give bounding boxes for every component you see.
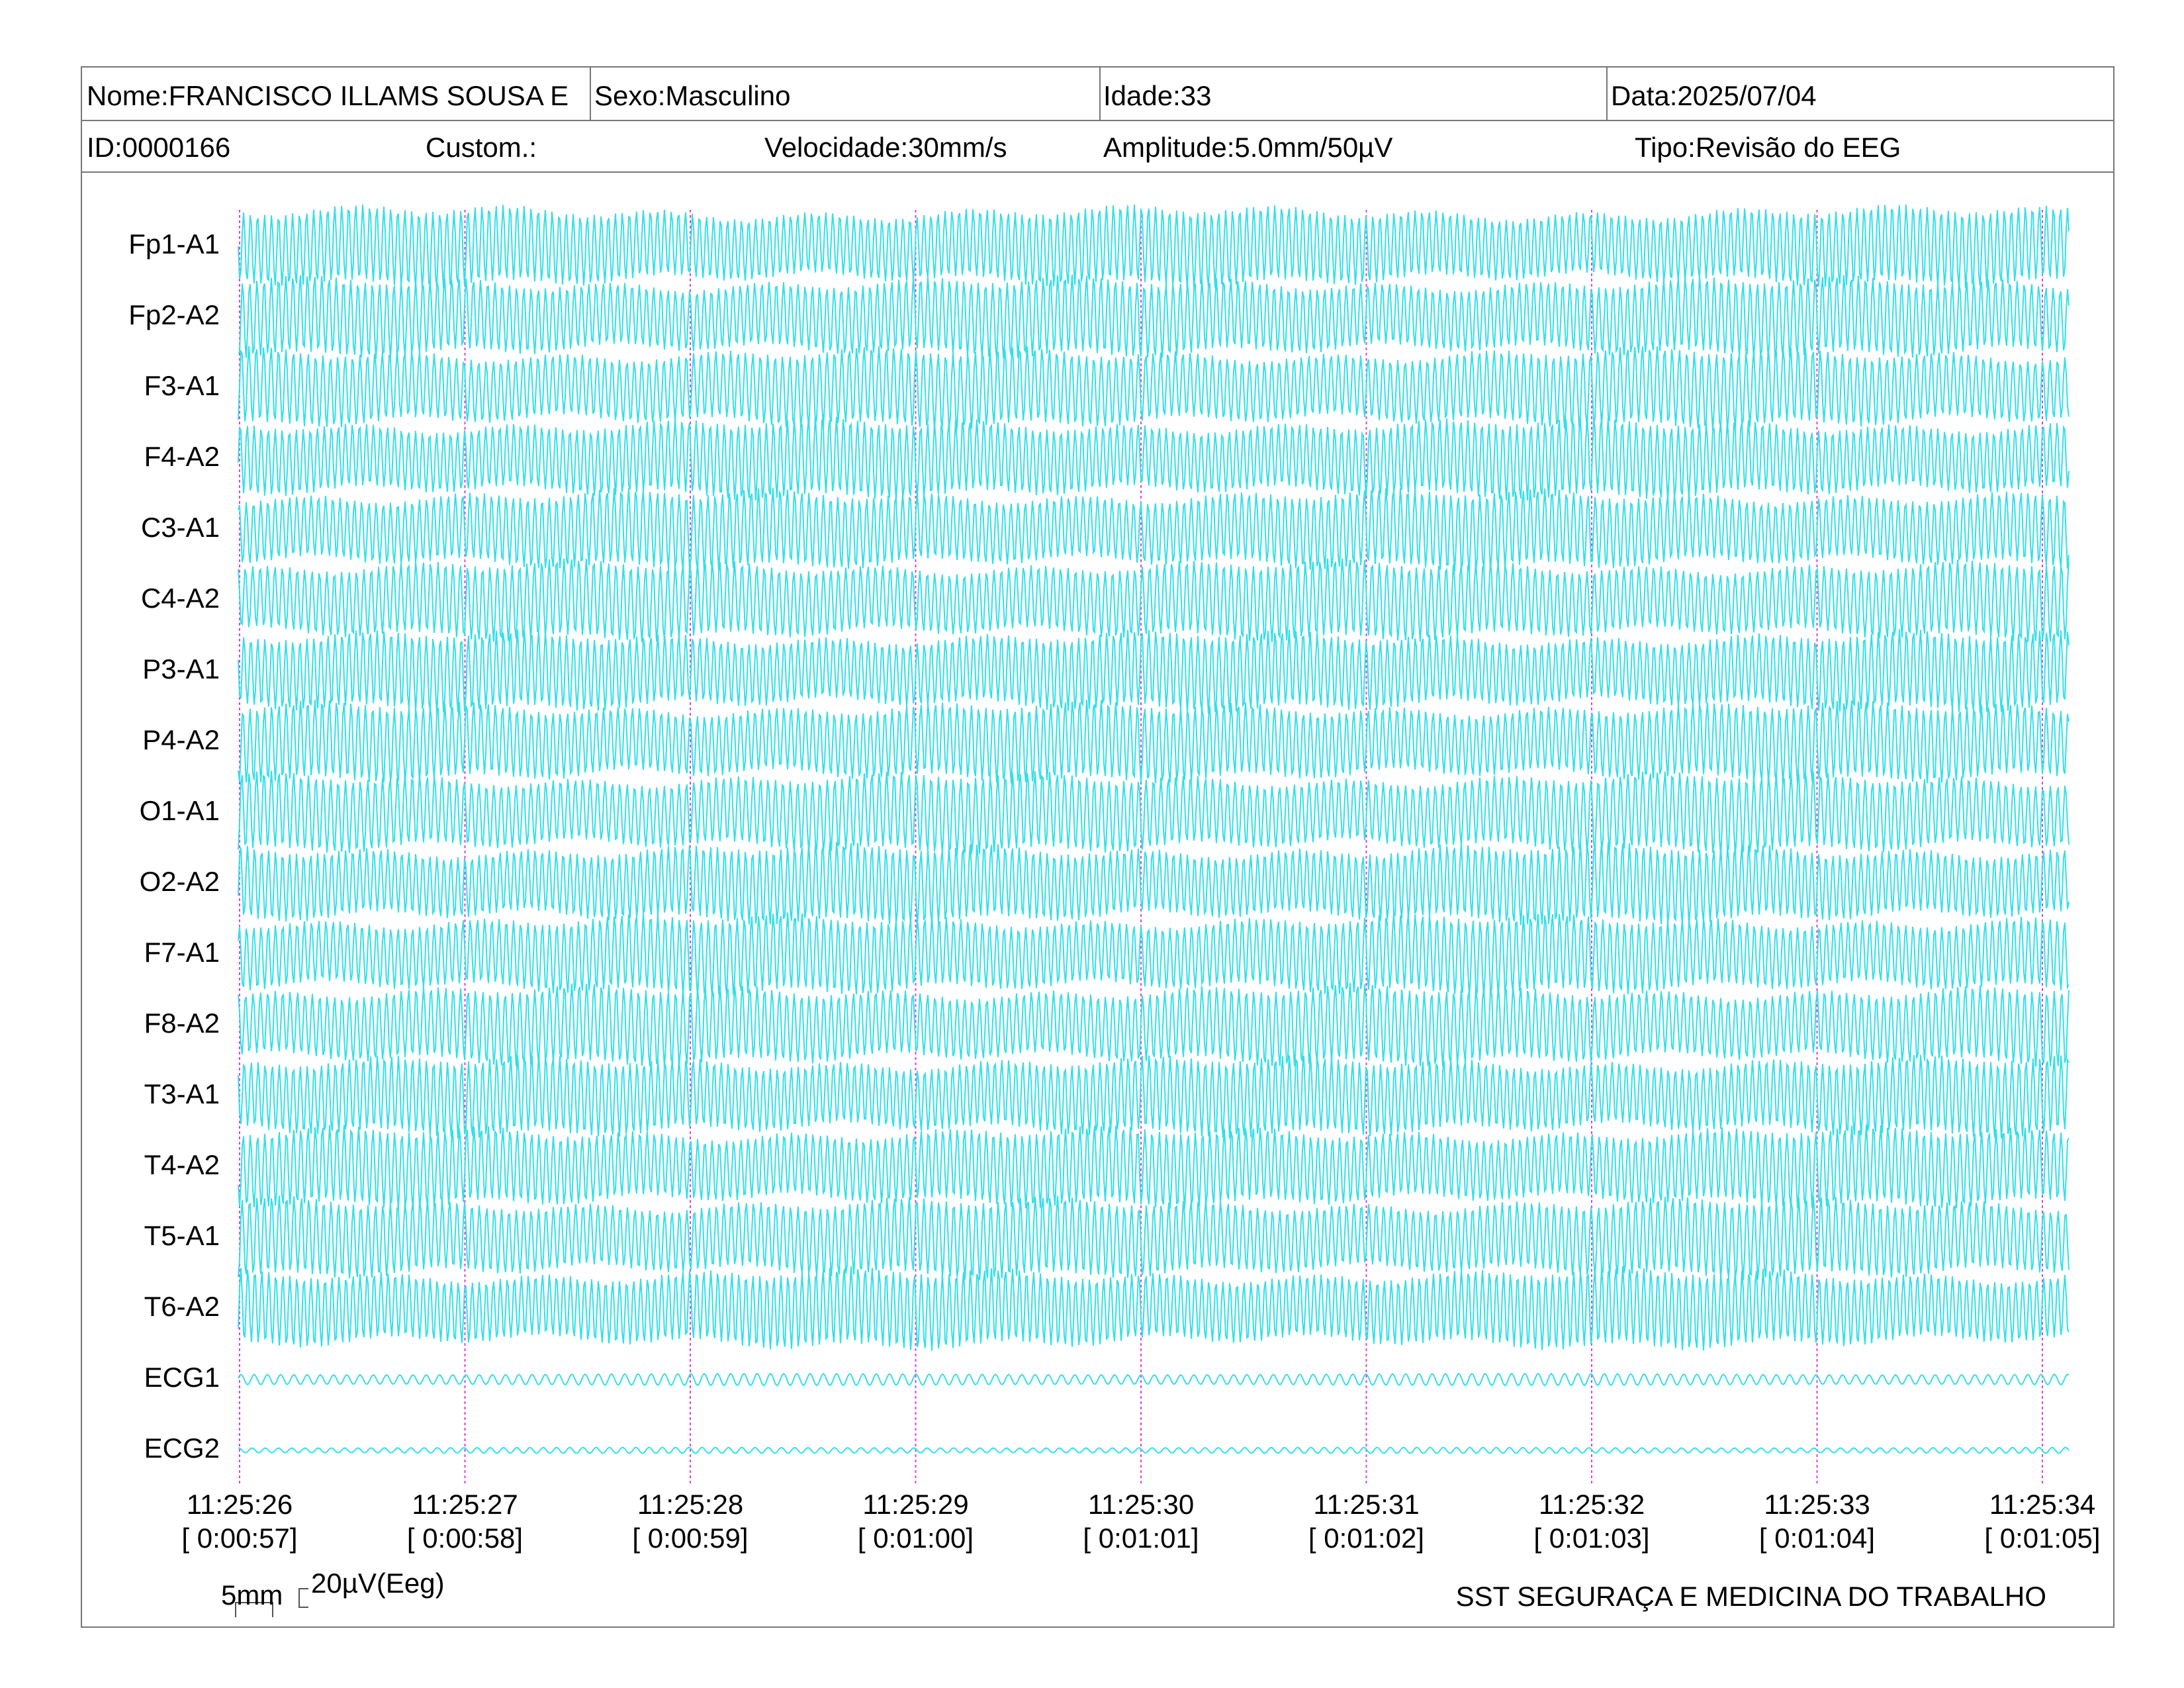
eeg-trace — [238, 841, 2070, 925]
channel-label: ECG1 — [144, 1362, 220, 1393]
scale-time: 5mm — [221, 1579, 283, 1611]
eeg-trace — [238, 558, 2070, 643]
exam-date: Data:2025/07/04 — [1611, 80, 1817, 111]
eeg-trace — [238, 699, 2070, 784]
time-label: 11:25:32 — [1539, 1489, 1645, 1520]
channel-label: C4-A2 — [141, 583, 220, 614]
eeg-trace — [238, 1054, 2070, 1139]
channel-label: T5-A1 — [144, 1220, 220, 1251]
elapsed-label: [ 0:00:57] — [181, 1523, 297, 1554]
channel-label: P4-A2 — [142, 724, 220, 755]
time-label: 11:25:26 — [187, 1489, 293, 1520]
eeg-trace — [238, 346, 2070, 430]
eeg-trace — [238, 1372, 2070, 1387]
time-label: 11:25:31 — [1313, 1489, 1419, 1520]
amplitude: Amplitude:5.0mm/50µV — [1103, 132, 1392, 163]
eeg-trace — [238, 204, 2070, 289]
channel-label: F4-A2 — [144, 441, 220, 472]
time-label: 11:25:29 — [862, 1489, 968, 1520]
company: SST SEGURAÇA E MEDICINA DO TRABALHO — [1456, 1581, 2046, 1612]
channel-label: O2-A2 — [140, 866, 220, 897]
time-label: 11:25:28 — [637, 1489, 743, 1520]
eeg-trace — [238, 771, 2070, 855]
eeg-trace — [238, 416, 2070, 501]
channel-label: Fp1-A1 — [128, 228, 220, 259]
eeg-trace — [238, 488, 2070, 572]
channel-label: Fp2-A2 — [128, 299, 220, 330]
elapsed-label: [ 0:01:02] — [1308, 1523, 1424, 1554]
patient-sex: Sexo:Masculino — [594, 80, 790, 111]
eeg-trace — [238, 1266, 2070, 1351]
elapsed-label: [ 0:00:58] — [407, 1523, 523, 1554]
scale-bar-time — [235, 1602, 273, 1617]
patient-id: ID:0000166 — [87, 132, 230, 163]
channel-label: ECG2 — [144, 1432, 220, 1464]
elapsed-label: [ 0:01:00] — [858, 1523, 974, 1554]
custom: Custom.: — [426, 132, 537, 163]
time-label: 11:25:34 — [1989, 1489, 2095, 1520]
channel-label: F7-A1 — [144, 937, 220, 968]
eeg-trace — [238, 982, 2070, 1068]
eeg-trace — [238, 274, 2070, 359]
elapsed-label: [ 0:00:59] — [632, 1523, 748, 1554]
channel-label: F8-A2 — [144, 1008, 220, 1039]
elapsed-label: [ 0:01:03] — [1533, 1523, 1649, 1554]
channel-label: T3-A1 — [144, 1078, 220, 1109]
patient-name: Nome:FRANCISCO ILLAMS SOUSA E — [87, 80, 569, 111]
channel-label: T4-A2 — [144, 1149, 220, 1180]
speed: Velocidade:30mm/s — [764, 132, 1007, 163]
time-label: 11:25:30 — [1088, 1489, 1194, 1520]
channel-label: F3-A1 — [144, 370, 220, 401]
elapsed-label: [ 0:01:05] — [1984, 1523, 2100, 1554]
eeg-trace — [238, 1196, 2070, 1281]
elapsed-label: [ 0:01:01] — [1083, 1523, 1199, 1554]
eeg-trace — [238, 1124, 2070, 1209]
time-label: 11:25:33 — [1764, 1489, 1870, 1520]
exam-type: Tipo:Revisão do EEG — [1635, 132, 1901, 163]
eeg-trace — [238, 1446, 2070, 1454]
channel-label: O1-A1 — [140, 795, 220, 826]
elapsed-label: [ 0:01:04] — [1759, 1523, 1875, 1554]
traces — [238, 204, 2070, 1484]
scale-bar-amp — [298, 1588, 308, 1608]
time-label: 11:25:27 — [412, 1489, 518, 1520]
eeg-trace — [238, 912, 2070, 998]
channel-label: T6-A2 — [144, 1291, 220, 1322]
channel-label: C3-A1 — [141, 512, 220, 543]
channel-label: P3-A1 — [142, 653, 220, 684]
patient-age: Idade:33 — [1103, 80, 1212, 111]
scale-amp: 20µV(Eeg) — [311, 1568, 445, 1599]
page-frame — [81, 66, 2115, 1628]
eeg-trace — [238, 629, 2070, 714]
